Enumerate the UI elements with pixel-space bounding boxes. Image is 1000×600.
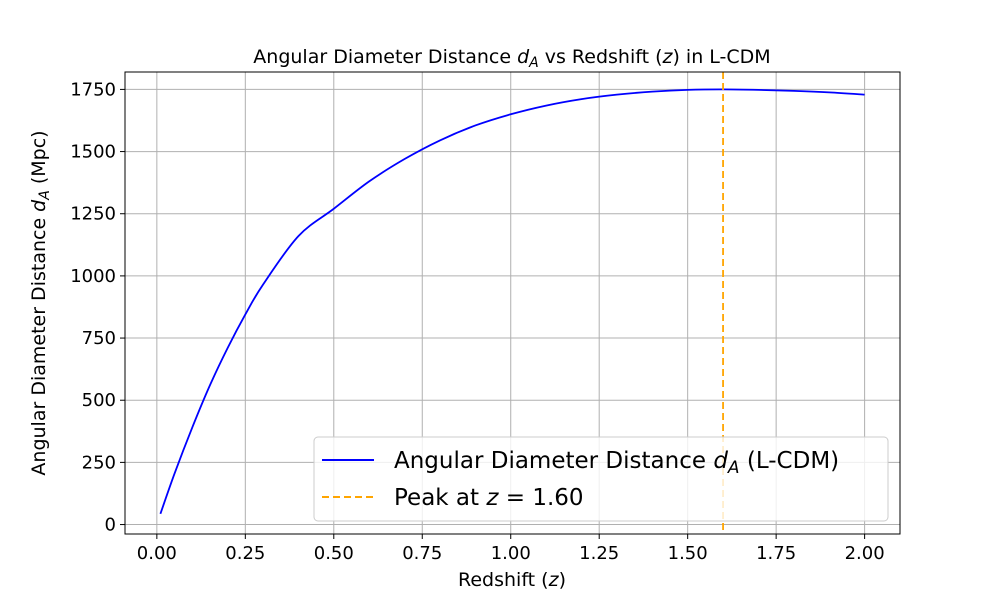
series-layer <box>159 88 865 515</box>
y-tick-label: 1750 <box>70 79 116 100</box>
chart-title: Angular Diameter Distance dA vs Redshift… <box>253 46 770 71</box>
y-tick-label: 750 <box>82 328 116 349</box>
y-tick-label: 1250 <box>70 204 116 225</box>
plot-frame <box>124 71 901 535</box>
y-tick-label: 250 <box>82 452 116 473</box>
legend-label-series: Angular Diameter Distance dA (L-CDM) <box>394 448 839 478</box>
legend-box <box>313 436 889 522</box>
x-axis-ticks: 0.00 0.25 0.50 0.75 1.00 1.25 1.50 1.75 2.00 <box>137 534 885 564</box>
y-axis-label: Angular Diameter Distance dA (Mpc) <box>28 130 53 475</box>
x-tick-label: 0.00 <box>137 543 177 564</box>
x-tick-label: 1.25 <box>579 543 619 564</box>
legend: Angular Diameter Distance dA (L-CDM) Pea… <box>313 436 889 522</box>
x-tick-label: 0.50 <box>314 543 354 564</box>
x-tick-label: 1.00 <box>491 543 531 564</box>
series-line-angular-diameter-distance <box>159 88 865 515</box>
y-tick-label: 1500 <box>70 142 116 163</box>
x-tick-label: 1.50 <box>668 543 708 564</box>
y-tick-label: 1000 <box>70 266 116 287</box>
legend-label-peak: Peak at z = 1.60 <box>394 485 584 511</box>
x-tick-label: 0.25 <box>225 543 265 564</box>
x-tick-label: 1.75 <box>756 543 796 564</box>
x-axis-label: Redshift (z) <box>458 569 566 591</box>
x-tick-label: 2.00 <box>845 543 885 564</box>
y-tick-label: 0 <box>105 515 116 536</box>
x-tick-label: 0.75 <box>402 543 442 564</box>
y-tick-label: 500 <box>82 390 116 411</box>
grid <box>125 72 900 534</box>
y-axis-ticks: 0 250 500 750 1000 1250 1500 1750 <box>70 79 125 536</box>
